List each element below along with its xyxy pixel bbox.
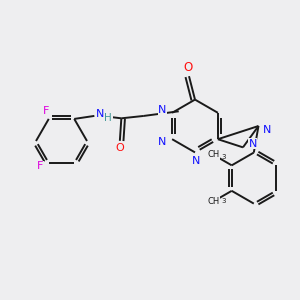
Text: N: N	[158, 136, 167, 147]
Text: O: O	[116, 143, 124, 153]
Text: CH: CH	[207, 150, 219, 159]
Text: N: N	[192, 156, 201, 167]
Text: 3: 3	[221, 198, 226, 204]
Text: CH: CH	[207, 197, 219, 206]
Text: H: H	[104, 113, 112, 123]
Text: F: F	[37, 161, 44, 171]
Text: N: N	[248, 139, 257, 149]
Text: N: N	[263, 124, 272, 135]
Text: N: N	[96, 109, 104, 118]
Text: 3: 3	[221, 154, 226, 160]
Text: F: F	[43, 106, 49, 116]
Text: N: N	[158, 105, 167, 115]
Text: O: O	[184, 61, 193, 74]
